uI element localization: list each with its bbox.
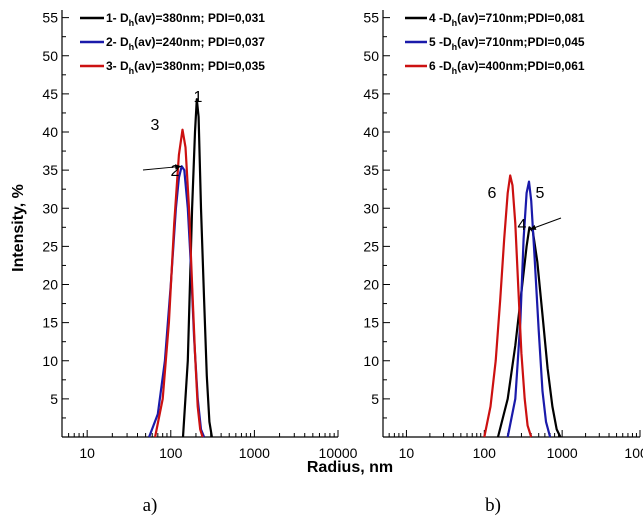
x-tick-label: 10 xyxy=(79,445,95,461)
panel-a-curves xyxy=(148,98,213,438)
panel-a-marks xyxy=(61,10,338,438)
legend-entry-name: 2- D xyxy=(106,35,129,49)
x-tick-label: 1000 xyxy=(239,445,270,461)
panel-a-ticks: 5 10 15 20 25 30 35 40 45 50 55 10 100 1000 10000 xyxy=(42,10,357,461)
y-tick-label: 30 xyxy=(42,200,58,216)
panel-b-curves xyxy=(483,174,562,438)
legend-entry-4: 4 -Dh(av)=710nm;PDI=0,081 xyxy=(429,11,585,28)
y-tick-label: 45 xyxy=(42,86,58,102)
curve-label-arrow-2 xyxy=(142,165,182,171)
y-tick-label: 30 xyxy=(363,200,379,216)
y-tick-label: 10 xyxy=(363,353,379,369)
series-line-2 xyxy=(148,165,206,438)
legend-entry-tail: (av)=240nm; PDI=0,037 xyxy=(134,35,265,49)
curve-label-1: 1 xyxy=(194,89,203,106)
legend-entry-name: 5 -D xyxy=(429,35,452,49)
legend-entry-1: 1- Dh(av)=380nm; PDI=0,031 xyxy=(106,11,265,28)
panel-b-label: b) xyxy=(485,495,501,516)
legend-entry-name: 6 -D xyxy=(429,59,452,73)
series-line-4 xyxy=(496,226,562,438)
panel-a-label: a) xyxy=(143,495,158,516)
series-line-3 xyxy=(154,128,204,438)
legend-entry-sub: h xyxy=(129,18,135,28)
legend-entry-sub: h xyxy=(129,42,135,52)
y-tick-label: 35 xyxy=(363,162,379,178)
x-tick-label: 1000 xyxy=(547,445,578,461)
y-tick-label: 15 xyxy=(42,315,58,331)
legend-entry-5: 5 -Dh(av)=710nm;PDI=0,045 xyxy=(429,35,585,52)
legend-entry-6: 6 -Dh(av)=400nm;PDI=0,061 xyxy=(429,59,585,76)
legend-entry-name: 4 -D xyxy=(429,11,452,25)
y-tick-label: 55 xyxy=(42,10,58,26)
x-tick-label: 100 xyxy=(159,445,183,461)
y-tick-label: 20 xyxy=(42,277,58,293)
x-tick-label: 10 xyxy=(399,445,415,461)
y-tick-label: 10 xyxy=(42,353,58,369)
y-tick-label: 55 xyxy=(363,10,379,26)
y-tick-label: 5 xyxy=(50,391,58,407)
y-tick-label: 50 xyxy=(363,48,379,64)
y-tick-label: 40 xyxy=(363,124,379,140)
y-tick-label: 40 xyxy=(42,124,58,140)
y-tick-label: 25 xyxy=(363,238,379,254)
y-tick-label: 35 xyxy=(42,162,58,178)
curve-label-2: 2 xyxy=(171,163,180,180)
y-tick-label: 50 xyxy=(42,48,58,64)
legend-entry-tail: (av)=380nm; PDI=0,035 xyxy=(134,59,265,73)
legend-entry-sub: h xyxy=(452,66,458,76)
curve-label-arrowhead-4 xyxy=(529,224,537,230)
curve-label-3: 3 xyxy=(151,117,160,134)
legend-entry-2: 2- Dh(av)=240nm; PDI=0,037 xyxy=(106,35,265,52)
legend-entry-3: 3- Dh(av)=380nm; PDI=0,035 xyxy=(106,59,265,76)
panel-a-annotations: 1 2 3 xyxy=(142,89,203,180)
x-tick-label: 100 xyxy=(473,445,497,461)
panel-b-annotations: 45 6 xyxy=(488,185,562,234)
panel-a-x-axis-title: Radius, nm xyxy=(307,459,393,476)
series-line-6 xyxy=(483,174,533,438)
legend-entry-tail: (av)=710nm;PDI=0,045 xyxy=(457,35,585,49)
y-tick-label: 25 xyxy=(42,238,58,254)
y-tick-label: 15 xyxy=(363,315,379,331)
legend-entry-tail: (av)=400nm;PDI=0,061 xyxy=(457,59,585,73)
legend-entry-sub: h xyxy=(129,66,135,76)
panel-a-y-axis-title: Intensity, % xyxy=(10,184,27,272)
y-tick-label: 45 xyxy=(363,86,379,102)
legend-entry-tail: (av)=710nm;PDI=0,081 xyxy=(457,11,585,25)
legend-entry-sub: h xyxy=(452,42,458,52)
x-tick-label: 1000 xyxy=(624,445,643,461)
curve-label-6: 6 xyxy=(488,185,497,202)
x-tick-label: 10000 xyxy=(319,445,358,461)
legend-entry-tail: (av)=380nm; PDI=0,031 xyxy=(134,11,265,25)
legend-entry-name: 1- D xyxy=(106,11,129,25)
panel-a-plot: 5 10 15 20 25 30 35 40 45 50 55 10 100 1000 10000 1- D… xyxy=(42,10,357,461)
curve-label-5: 5 xyxy=(536,185,545,202)
curve-label-4: 4 xyxy=(518,217,527,234)
curve-label-arrowhead-2 xyxy=(174,164,182,170)
legend-entry-name: 3- D xyxy=(106,59,129,73)
y-tick-label: 5 xyxy=(371,391,379,407)
legend-entry-sub: h xyxy=(452,18,458,28)
panel-b-marks xyxy=(382,10,640,438)
y-tick-label: 20 xyxy=(363,277,379,293)
